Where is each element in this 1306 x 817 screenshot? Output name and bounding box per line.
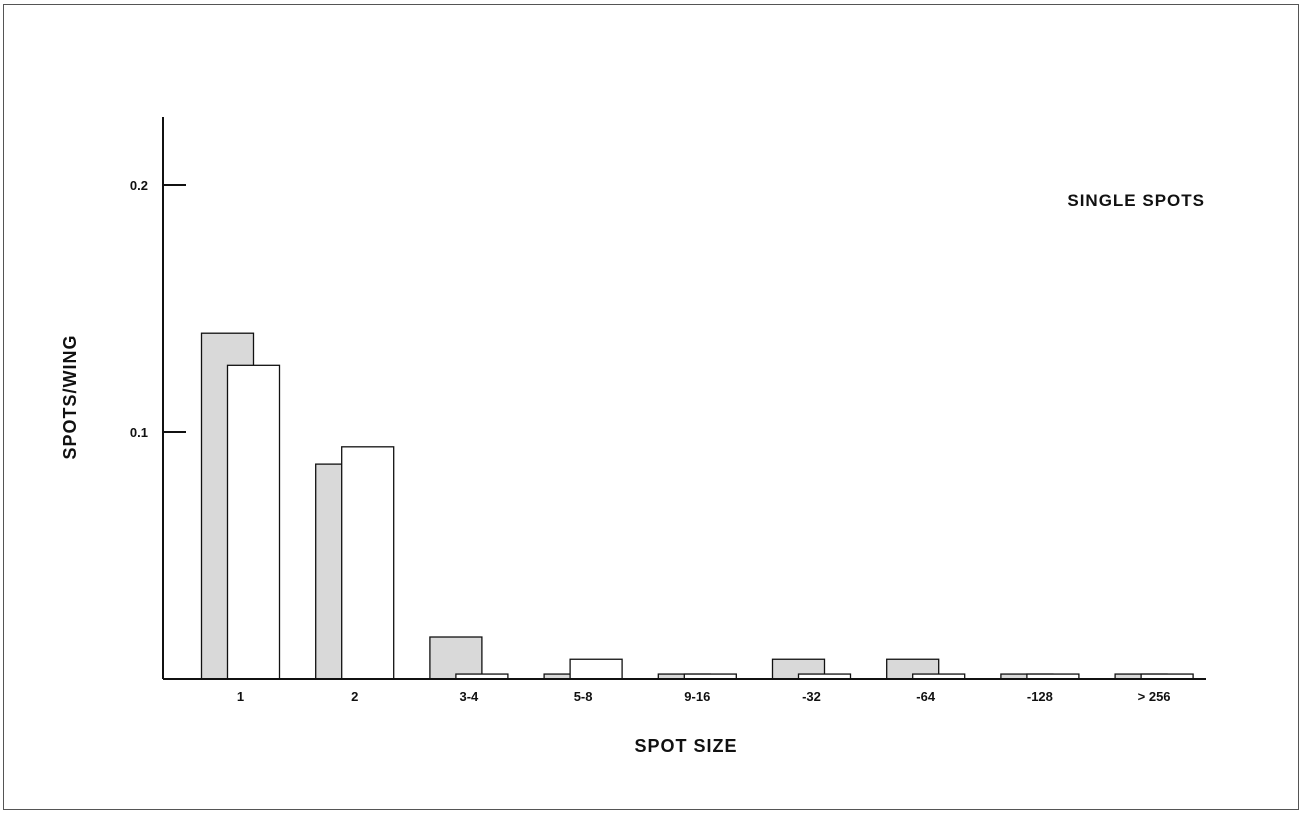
x-tick-label: 2 <box>351 689 358 704</box>
x-tick-label: 9-16 <box>684 689 710 704</box>
y-tick-label: 0.2 <box>130 178 148 193</box>
x-tick-label: 1 <box>237 689 244 704</box>
bar-series2-3 <box>569 658 623 680</box>
bar-series1-2 <box>429 636 483 680</box>
chart-annotation: SINGLE SPOTS <box>1067 191 1205 210</box>
y-ticks-group: 0.1 0.2 <box>130 178 186 440</box>
x-tick-label: -64 <box>916 689 936 704</box>
x-ticks-group: 1 2 3-4 5-8 9-16 -32 -64 -128 > 256 <box>237 689 1171 704</box>
x-tick-label: 3-4 <box>460 689 480 704</box>
x-tick-label: > 256 <box>1138 689 1171 704</box>
chart-frame <box>3 4 1299 810</box>
x-tick-label: -32 <box>802 689 821 704</box>
bars-group <box>200 332 1194 680</box>
y-tick-label: 0.1 <box>130 425 148 440</box>
x-axis-title: SPOT SIZE <box>634 736 737 756</box>
x-tick-label: -128 <box>1027 689 1053 704</box>
bar-series2-1 <box>341 446 395 680</box>
x-tick-label: 5-8 <box>574 689 593 704</box>
bar-series2-0 <box>226 364 281 680</box>
y-axis-title: SPOTS/WING <box>60 334 80 459</box>
